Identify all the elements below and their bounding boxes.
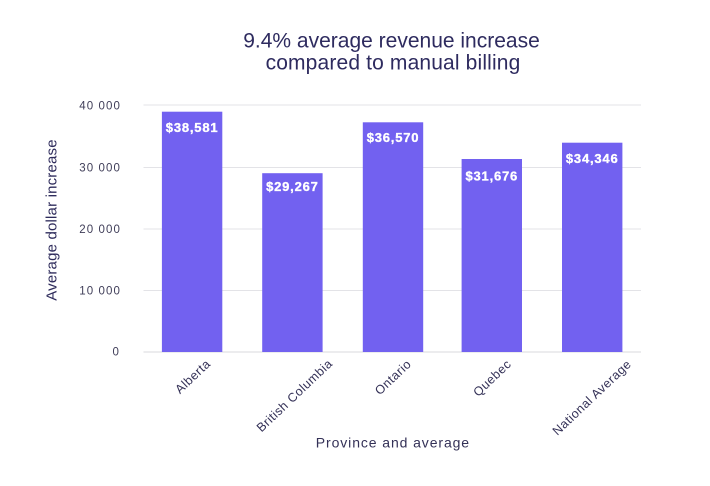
svg-text:$29,267: $29,267 bbox=[266, 179, 319, 194]
svg-text:$31,676: $31,676 bbox=[466, 169, 519, 184]
svg-text:$36,570: $36,570 bbox=[367, 130, 420, 145]
svg-text:10 000: 10 000 bbox=[79, 286, 121, 298]
svg-text:compared to manual billing: compared to manual billing bbox=[266, 52, 521, 75]
svg-text:0: 0 bbox=[113, 347, 121, 359]
svg-text:9.4% average revenue increase: 9.4% average revenue increase bbox=[243, 30, 540, 53]
svg-text:$38,581: $38,581 bbox=[166, 120, 219, 135]
svg-text:$34,346: $34,346 bbox=[566, 151, 619, 166]
svg-text:40 000: 40 000 bbox=[79, 101, 121, 113]
svg-text:Province and average: Province and average bbox=[316, 435, 470, 451]
svg-text:20 000: 20 000 bbox=[79, 224, 121, 236]
svg-text:30 000: 30 000 bbox=[79, 163, 121, 175]
svg-text:Average dollar increase: Average dollar increase bbox=[44, 139, 61, 300]
